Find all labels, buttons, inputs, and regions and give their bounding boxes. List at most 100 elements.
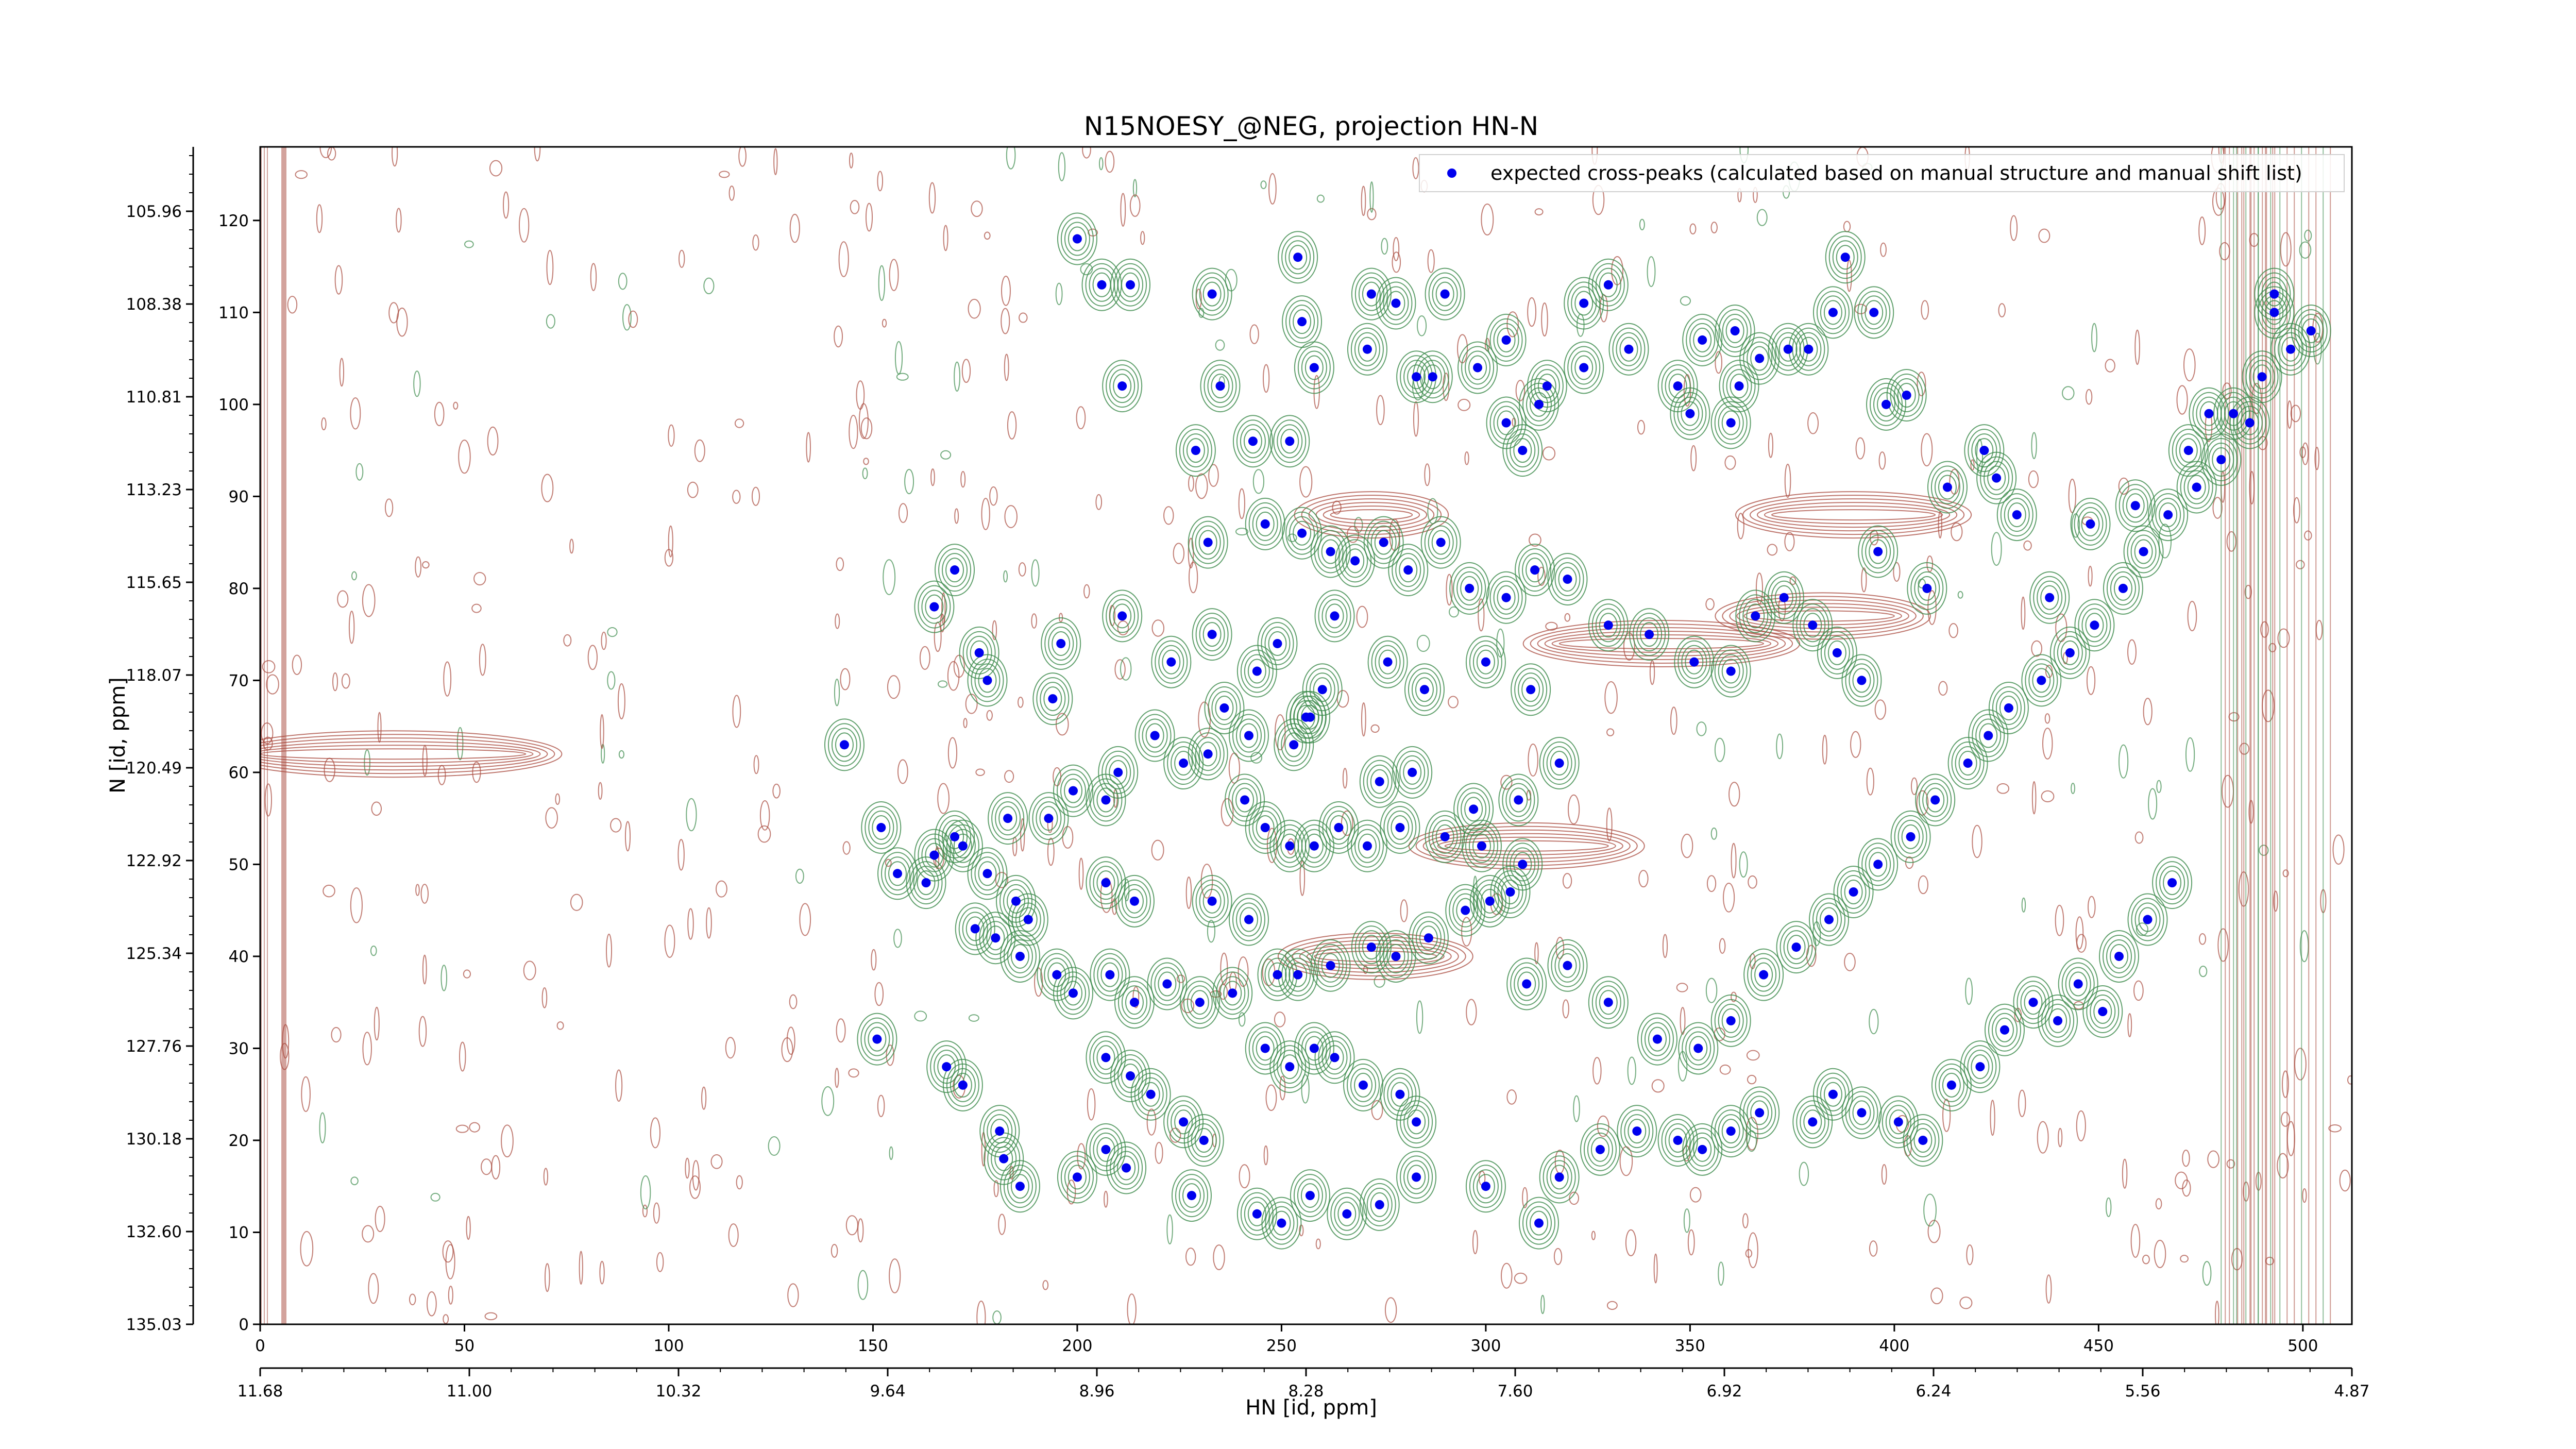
peak-contour (1179, 976, 1220, 1029)
cross-peak-point (1195, 998, 1205, 1007)
noise-contour (503, 191, 510, 219)
cross-peak-point (1673, 381, 1683, 391)
peak-contour (1878, 1096, 1919, 1149)
peak-contour (1354, 925, 1388, 969)
cross-peak-point (876, 823, 886, 833)
peak-contour (1644, 1022, 1670, 1056)
peak-contour (824, 718, 865, 771)
peak-contour (995, 874, 1036, 928)
noise-contour (518, 208, 530, 243)
noise-contour (1991, 532, 2002, 566)
peak-contour (1314, 530, 1347, 574)
cross-peak-point (1579, 298, 1589, 308)
noise-contour (350, 397, 361, 430)
noise-contour (422, 745, 428, 777)
cross-peak-point (1072, 234, 1082, 244)
peak-contour (1306, 668, 1339, 712)
peak-contour (1885, 1105, 1911, 1139)
peak-contour (1689, 1036, 1708, 1061)
peak-contour (2045, 1003, 2071, 1038)
noise-contour (1215, 339, 1225, 351)
noise-contour (1274, 1012, 1286, 1027)
peak-contour (857, 1013, 897, 1066)
noise-contour (556, 1021, 564, 1030)
peak-contour (1510, 962, 1544, 1006)
noise-contour (546, 314, 555, 329)
noise-contour (2259, 845, 2269, 856)
noise-contour (689, 1175, 701, 1199)
cross-peak-point (1297, 528, 1307, 538)
noise-contour (2122, 1158, 2128, 1189)
noise-contour (984, 231, 991, 240)
peak-contour (1086, 1031, 1126, 1084)
peak-contour (1285, 300, 1319, 344)
peak-contour (1710, 1105, 1751, 1158)
noise-contour (1662, 934, 1668, 958)
noise-contour (2058, 1127, 2063, 1148)
noise-contour (1534, 208, 1544, 216)
cross-peak-point (1526, 685, 1536, 695)
peak-contour (1465, 824, 1498, 868)
peak-contour (1086, 773, 1126, 827)
peak-contour (2254, 286, 2295, 339)
noise-contour (1745, 1249, 1753, 1258)
peak-contour (1301, 350, 1327, 385)
peak-contour (1465, 350, 1491, 385)
peak-contour (1747, 953, 1781, 997)
peak-contour (982, 921, 1009, 955)
noise-contour (781, 1037, 793, 1063)
peak-contour (1693, 1137, 1712, 1162)
peak-contour (1870, 382, 1903, 426)
noise-contour (1213, 1244, 1225, 1270)
noise-contour (1573, 1095, 1580, 1122)
noise-contour (1965, 978, 1973, 1005)
cross-peak-point (1873, 860, 1883, 869)
cross-peak-point (991, 933, 1001, 943)
noise-contour (2299, 241, 2312, 259)
y-tick-label: 100 (218, 396, 249, 414)
peak-contour (1154, 967, 1180, 1001)
peak-contour (1564, 341, 1604, 394)
peak-contour (1399, 558, 1418, 583)
cross-peak-point (1857, 1108, 1867, 1118)
cross-peak-point (1779, 593, 1789, 602)
peak-contour (1476, 1174, 1495, 1199)
peak-contour (1464, 797, 1483, 822)
peak-contour (1400, 1100, 1433, 1144)
noise-contour (2299, 446, 2306, 458)
noise-contour (422, 954, 427, 985)
noise-contour (1855, 437, 1866, 460)
noise-contour (1522, 1187, 1528, 1208)
peak-contour (917, 870, 936, 896)
noise-contour (463, 969, 471, 979)
cross-peak-point (893, 869, 903, 879)
noise-contour (2198, 216, 2206, 245)
peak-contour (1608, 323, 1649, 376)
peak-contour (1721, 1119, 1740, 1144)
cross-peak-point (1824, 915, 1834, 924)
peak-contour (1588, 258, 1629, 311)
peak-contour (1067, 226, 1087, 251)
noise-contour (692, 1160, 700, 1191)
peak-contour (1588, 976, 1629, 1029)
noise-contour (2328, 1124, 2342, 1133)
peak-contour (1991, 1013, 2018, 1047)
peak-contour (1198, 742, 1217, 767)
peak-contour (1506, 429, 1539, 473)
peak-contour (1968, 709, 2009, 762)
noise-contour (287, 295, 298, 314)
cross-peak-point (1755, 1108, 1765, 1118)
cross-peak-point (1113, 767, 1123, 777)
noise-contour (734, 418, 744, 428)
peak-contour (1861, 530, 1895, 574)
peak-contour (1534, 369, 1560, 403)
noise-contour (1990, 1100, 1995, 1136)
peak-contour (1182, 433, 1209, 468)
cross-peak-point (1309, 363, 1319, 373)
peak-contour (1958, 751, 1977, 776)
peak-contour (1599, 272, 1618, 297)
noise-contour (2199, 933, 2207, 945)
cross-peak-point (1146, 1089, 1156, 1099)
noise-contour (2076, 1110, 2086, 1141)
legend: expected cross-peaks (calculated based o… (1419, 154, 2345, 192)
